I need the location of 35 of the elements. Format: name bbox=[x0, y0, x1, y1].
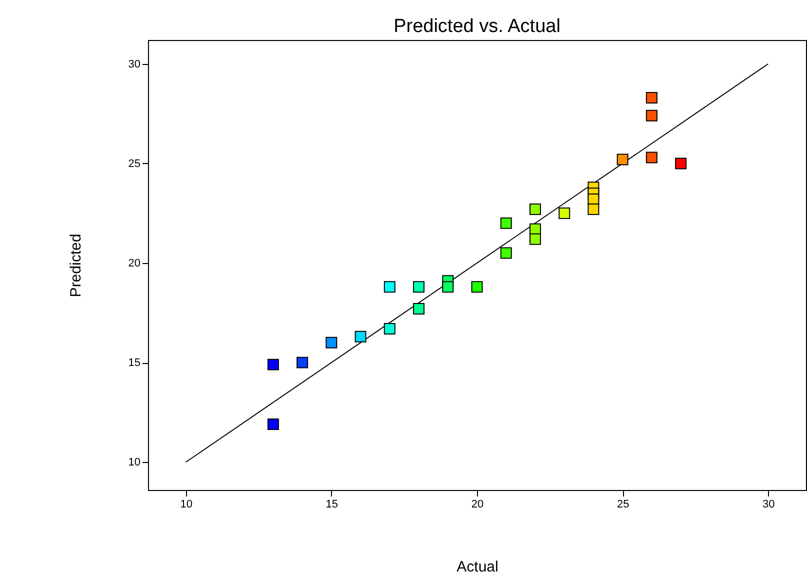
y-tick-label: 10 bbox=[128, 456, 140, 469]
point bbox=[413, 303, 425, 315]
point bbox=[296, 356, 308, 368]
point bbox=[500, 217, 512, 229]
y-tick-label: 15 bbox=[128, 357, 140, 370]
x-tick-label: 15 bbox=[326, 498, 338, 510]
y-axis-title: Predicted bbox=[67, 234, 84, 298]
point bbox=[326, 336, 338, 348]
point bbox=[616, 154, 628, 166]
point bbox=[267, 358, 279, 370]
point bbox=[646, 152, 658, 164]
point bbox=[646, 110, 658, 122]
y-tick-label: 30 bbox=[128, 58, 140, 70]
point bbox=[267, 418, 279, 430]
point bbox=[384, 322, 396, 334]
point bbox=[413, 281, 425, 293]
y-tick-label: 25 bbox=[128, 158, 140, 170]
point bbox=[675, 158, 687, 170]
point bbox=[384, 281, 396, 293]
point bbox=[588, 204, 600, 215]
x-tick-label: 20 bbox=[471, 498, 484, 510]
point bbox=[529, 204, 541, 215]
x-tick-label: 25 bbox=[616, 498, 630, 510]
x-axis-title: Actual bbox=[456, 558, 498, 576]
y-tick-label: 20 bbox=[128, 258, 140, 270]
point bbox=[442, 281, 454, 293]
point bbox=[500, 247, 512, 259]
x-tick-label: 10 bbox=[180, 498, 192, 510]
x-tick-label: 30 bbox=[762, 498, 775, 510]
point bbox=[529, 233, 541, 245]
point bbox=[646, 92, 658, 104]
point bbox=[354, 330, 366, 342]
chart-title: Predicted vs. Actual bbox=[394, 16, 560, 37]
point bbox=[558, 207, 570, 219]
point bbox=[471, 281, 483, 293]
